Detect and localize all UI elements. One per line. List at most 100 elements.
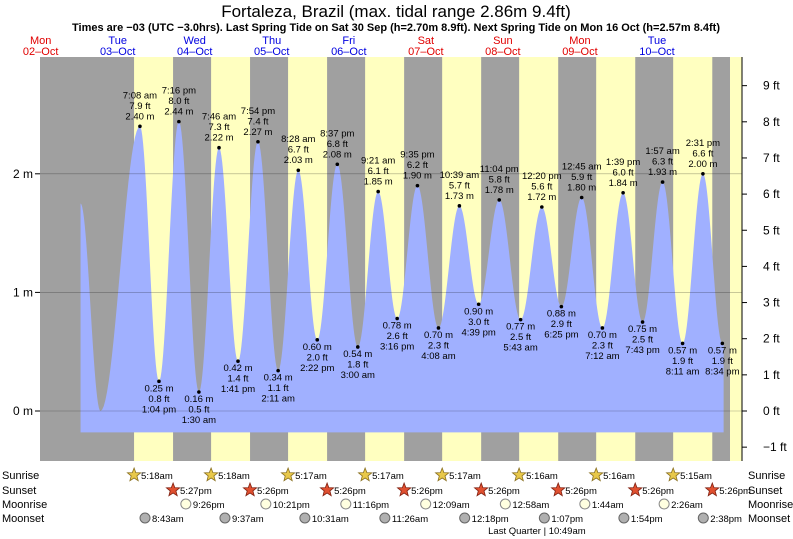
tide-label: 7:54 pm xyxy=(241,106,275,117)
tide-extreme-dot xyxy=(579,195,584,200)
moonrise-icon xyxy=(499,498,511,510)
day-name-label: Thu xyxy=(262,35,281,47)
tide-label: 2.5 ft xyxy=(510,332,531,343)
tide-label: 11:04 pm xyxy=(480,164,519,175)
day-name-label: Fri xyxy=(342,35,355,47)
tide-extreme-dot xyxy=(296,168,301,173)
tide-label: 1.85 m xyxy=(364,177,393,188)
tide-label: 1.4 ft xyxy=(227,374,248,385)
sunrise-time: 5:17am xyxy=(372,471,404,482)
tide-label: 7:16 pm xyxy=(162,86,196,97)
day-date-label: 10–Oct xyxy=(639,46,674,58)
tide-label: 1.73 m xyxy=(445,191,474,202)
y-tick-label-m: 1 m xyxy=(13,285,33,299)
tide-label: 0.16 m xyxy=(184,394,213,405)
moonrise-icon xyxy=(658,498,670,510)
tide-label: 7:43 pm xyxy=(625,345,659,356)
tide-label: 1.78 m xyxy=(485,185,514,196)
y-tick-label-ft: 4 ft xyxy=(763,259,780,273)
tide-label: 0.42 m xyxy=(223,363,252,374)
tide-label: 6.3 ft xyxy=(652,157,673,168)
moonrise-icon xyxy=(340,498,352,510)
tide-extreme-dot xyxy=(217,145,221,150)
day-date-label: 07–Oct xyxy=(408,46,443,58)
tide-label: 1.9 ft xyxy=(672,356,693,367)
y-tick-label-ft: −1 ft xyxy=(763,440,787,454)
day-date-label: 06–Oct xyxy=(331,46,366,58)
axes: 0 m 1 m 2 m −1 ft 0 ft 1 ft 2 ft 3 ft 4 ft 5 ft 6 … xyxy=(13,35,787,461)
tide-extreme-dot xyxy=(236,359,240,363)
tide-label: 1:57 am xyxy=(645,146,679,157)
tide-label: 0.75 m xyxy=(628,324,657,335)
sunrise-time: 5:16am xyxy=(526,471,558,482)
day-name-label: Wed xyxy=(184,35,206,47)
sunset-star-icon xyxy=(319,481,335,497)
tide-extreme-marks: 7:08 am7.9 ft2.40 m 0.25 m0.8 ft1:04 pm 7:… xyxy=(123,86,740,426)
moonrise-icon xyxy=(260,498,272,510)
sunrise-time: 5:17am xyxy=(295,471,327,482)
moonrise-time: 2:26am xyxy=(671,500,703,511)
tide-label: 1.72 m xyxy=(527,192,556,203)
moonrise-time: 12:58am xyxy=(512,500,549,511)
sunrise-star-icon xyxy=(203,466,219,482)
tide-label: 6.0 ft xyxy=(613,167,634,178)
tide-label: 7.3 ft xyxy=(208,122,229,133)
moonrise-time: 9:26pm xyxy=(193,500,225,511)
moonset-icon xyxy=(538,512,550,524)
sunrise-time: 5:18am xyxy=(141,471,173,482)
moonset-time: 2:38pm xyxy=(710,514,742,525)
tide-label: 2.9 ft xyxy=(551,319,572,330)
tide-label: 2.3 ft xyxy=(592,340,613,351)
tide-label: 0.77 m xyxy=(506,322,535,333)
moonset-time: 1:54pm xyxy=(631,514,663,525)
tide-label: 6:25 pm xyxy=(544,330,578,341)
sunset-time: 5:26pm xyxy=(488,486,520,497)
tide-label: 2.22 m xyxy=(204,133,233,144)
row-label-right-sunset: Sunset xyxy=(748,485,782,497)
day-date-label: 03–Oct xyxy=(100,46,135,58)
sunset-time: 5:26pm xyxy=(642,486,674,497)
sunset-time: 5:26pm xyxy=(719,486,751,497)
sunset-star-icon xyxy=(550,481,566,497)
gridlines xyxy=(40,173,742,412)
tide-label: 8.0 ft xyxy=(168,96,189,107)
sunrise-star-icon xyxy=(126,466,142,482)
day-name-label: Tue xyxy=(108,35,127,47)
moonset-icon xyxy=(379,512,391,524)
day-date-label: 04–Oct xyxy=(177,46,212,58)
tide-label: 0.88 m xyxy=(547,309,576,320)
tide-label: 1.1 ft xyxy=(268,383,289,394)
sunset-star-icon xyxy=(165,481,181,497)
sunset-time: 5:26pm xyxy=(411,486,443,497)
tide-extreme-dot xyxy=(457,204,462,208)
tide-label: 7:46 am xyxy=(202,112,236,123)
tide-label: 0.25 m xyxy=(144,383,173,394)
sunset-time: 5:26pm xyxy=(334,486,366,497)
tide-label: 1:39 pm xyxy=(606,157,640,168)
tide-label: 2.03 m xyxy=(284,155,313,166)
tide-label: 2.40 m xyxy=(125,111,154,122)
sunset-star-icon xyxy=(627,481,643,497)
tide-label: 12:20 pm xyxy=(522,171,562,182)
tide-curve-layer xyxy=(80,121,724,433)
tide-label: 6.7 ft xyxy=(288,145,309,156)
tide-extreme-dot xyxy=(376,189,380,194)
tide-label: 4:39 pm xyxy=(461,327,495,338)
tide-label: 7.9 ft xyxy=(129,101,150,112)
sunrise-star-icon xyxy=(357,466,373,482)
tide-extreme-dot xyxy=(660,180,665,184)
tide-label: 7:08 am xyxy=(123,90,157,101)
day-name-label: Tue xyxy=(648,35,667,47)
sunset-time: 5:26pm xyxy=(257,486,289,497)
tide-label: 0.90 m xyxy=(464,306,493,317)
tide-extreme-dot xyxy=(621,190,625,195)
moonset-time: 9:37am xyxy=(232,514,264,525)
tide-label: 0.34 m xyxy=(264,373,293,384)
tide-area xyxy=(80,121,724,433)
day-date-label: 05–Oct xyxy=(254,46,289,58)
tide-label: 0.57 m xyxy=(708,345,737,356)
tide-label: 2.3 ft xyxy=(428,340,449,351)
moonrise-time: 11:16pm xyxy=(353,500,389,511)
tide-extreme-dot xyxy=(157,379,161,384)
